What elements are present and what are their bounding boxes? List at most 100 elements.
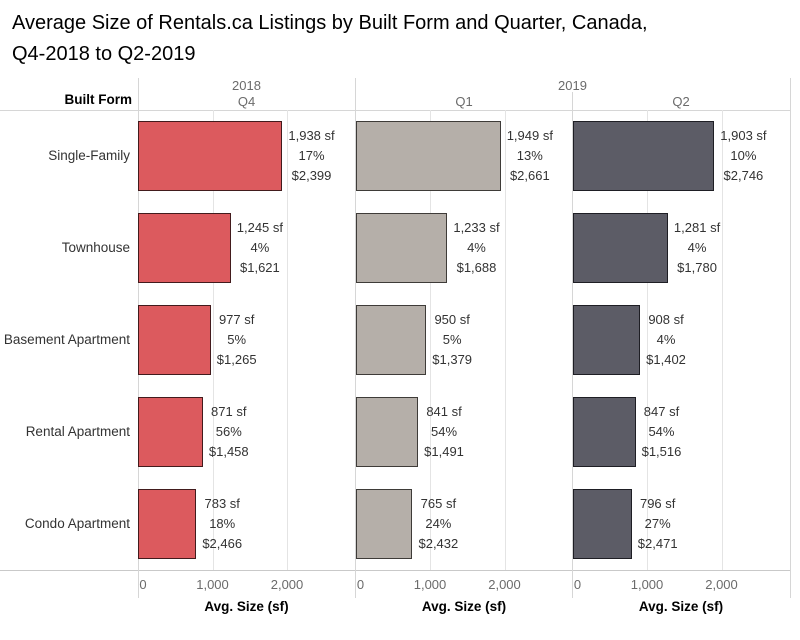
bar-size-label: 950 sf: [434, 312, 470, 327]
x-axis-title: Avg. Size (sf): [204, 599, 289, 614]
bar[interactable]: [572, 489, 632, 559]
bar-price-label: $2,466: [202, 536, 243, 551]
panel-right-edge: [790, 78, 791, 598]
row-label-text: Single-Family: [48, 148, 130, 163]
bar[interactable]: [138, 305, 211, 375]
chart-title-line-1: Average Size of Rentals.ca Listings by B…: [12, 12, 648, 34]
row-label: Rental Apartment: [0, 386, 130, 478]
bar-price-label: $2,399: [291, 168, 332, 183]
quarter-header-label: Q4: [237, 94, 256, 109]
bar[interactable]: [138, 489, 197, 559]
bar-percent-label: 54%: [431, 424, 458, 439]
bar-price-label: $1,491: [424, 444, 464, 459]
bar-percent-label: 17%: [298, 148, 325, 163]
bar-label: 908 sf 4% $1,402: [646, 294, 686, 386]
bar-price-label: $1,780: [677, 260, 717, 275]
bar-price-label: $1,688: [456, 260, 497, 275]
bar-label: 950 sf 5% $1,379: [432, 294, 472, 386]
gridline: [721, 110, 723, 570]
bar-size-label: 908 sf: [648, 312, 684, 327]
bar-percent-label: 4%: [467, 240, 486, 255]
row-label: Basement Apartment: [0, 294, 130, 386]
bar-size-label: 1,281 sf: [673, 220, 721, 235]
bar-size-label: 796 sf: [639, 496, 676, 511]
header-bottom-line: [0, 110, 790, 111]
bar-label: 1,903 sf 10% $2,746: [720, 110, 766, 202]
bar-price-label: $1,402: [646, 352, 686, 367]
bar-percent-label: 24%: [425, 516, 452, 531]
gridline: [647, 110, 648, 570]
bar-percent-label: 5%: [227, 332, 247, 347]
bar[interactable]: [355, 305, 427, 375]
bar-percent-label: 5%: [442, 332, 462, 347]
bar-price-label: $1,516: [641, 444, 682, 459]
bar-percent-label: 54%: [648, 424, 675, 439]
bar-label: 1,938 sf 17% $2,399: [288, 110, 334, 202]
bar-size-label: 765 sf: [420, 496, 457, 511]
gridline: [430, 110, 431, 570]
chart-title: Average Size of Rentals.ca Listings by B…: [12, 8, 792, 70]
bar-price-label: $1,379: [432, 352, 473, 367]
bar-label: 765 sf 24% $2,432: [418, 478, 458, 570]
x-tick-label: 0: [573, 577, 582, 592]
bar-label: 1,281 sf 4% $1,780: [674, 202, 720, 294]
bar[interactable]: [572, 305, 641, 375]
bar-label: 871 sf 56% $1,458: [209, 386, 249, 478]
bar-size-label: 841 sf: [426, 404, 462, 419]
x-tick-label: 0: [356, 577, 365, 592]
bar[interactable]: [355, 121, 501, 191]
gridline: [504, 110, 506, 570]
bar-percent-label: 18%: [209, 516, 236, 531]
quarter-header-label: Q1: [455, 94, 473, 109]
bar-price-label: $2,661: [509, 168, 550, 183]
bar-label: 847 sf 54% $1,516: [642, 386, 682, 478]
row-label: Townhouse: [0, 202, 130, 294]
bar[interactable]: [572, 213, 668, 283]
bar[interactable]: [138, 397, 203, 467]
x-tick-label: 2,000: [488, 577, 521, 592]
bar-label: 796 sf 27% $2,471: [638, 478, 678, 570]
x-axis-title: Avg. Size (sf): [638, 599, 724, 614]
bar-percent-label: 4%: [250, 240, 270, 255]
bar[interactable]: [572, 121, 715, 191]
bar-size-label: 977 sf: [218, 312, 255, 327]
bar-label: 841 sf 54% $1,491: [424, 386, 464, 478]
bar-size-label: 847 sf: [643, 404, 680, 419]
bar-label: 977 sf 5% $1,265: [217, 294, 257, 386]
bar-label: 1,949 sf 13% $2,661: [507, 110, 553, 202]
x-tick-label: 0: [139, 577, 147, 592]
x-axis-line: [0, 570, 790, 571]
bar[interactable]: [138, 121, 283, 191]
row-label-text: Rental Apartment: [25, 424, 130, 439]
quarter-header-label: Q2: [672, 94, 690, 109]
bar-size-label: 1,245 sf: [236, 220, 284, 235]
gridline: [287, 110, 288, 570]
x-tick-label: 2,000: [270, 577, 304, 592]
bar-price-label: $1,265: [216, 352, 257, 367]
bar-price-label: $2,471: [637, 536, 678, 551]
row-label: Condo Apartment: [0, 478, 130, 570]
bar-price-label: $2,432: [418, 536, 459, 551]
bar-size-label: 1,903 sf: [720, 128, 767, 143]
bar-size-label: 1,233 sf: [453, 220, 500, 235]
bar-label: 1,233 sf 4% $1,688: [453, 202, 499, 294]
row-label: Single-Family: [0, 110, 130, 202]
row-label-text: Condo Apartment: [24, 516, 130, 531]
chart-title-line-2: Q4-2018 to Q2-2019: [12, 43, 196, 65]
bar-size-label: 783 sf: [204, 496, 240, 511]
x-tick-label: 1,000: [413, 577, 447, 592]
x-tick-label: 1,000: [630, 577, 664, 592]
bar-price-label: $1,458: [208, 444, 249, 459]
bar-percent-label: 4%: [687, 240, 707, 255]
bar-percent-label: 10%: [730, 148, 757, 163]
bar[interactable]: [355, 489, 413, 559]
bar-label: 783 sf 18% $2,466: [202, 478, 242, 570]
bar-size-label: 871 sf: [211, 404, 247, 419]
bar[interactable]: [355, 397, 419, 467]
bar[interactable]: [138, 213, 231, 283]
bar[interactable]: [355, 213, 448, 283]
bar-price-label: $2,746: [723, 168, 764, 183]
x-tick-label: 2,000: [705, 577, 738, 592]
x-axis-title: Avg. Size (sf): [421, 599, 507, 614]
bar[interactable]: [572, 397, 636, 467]
